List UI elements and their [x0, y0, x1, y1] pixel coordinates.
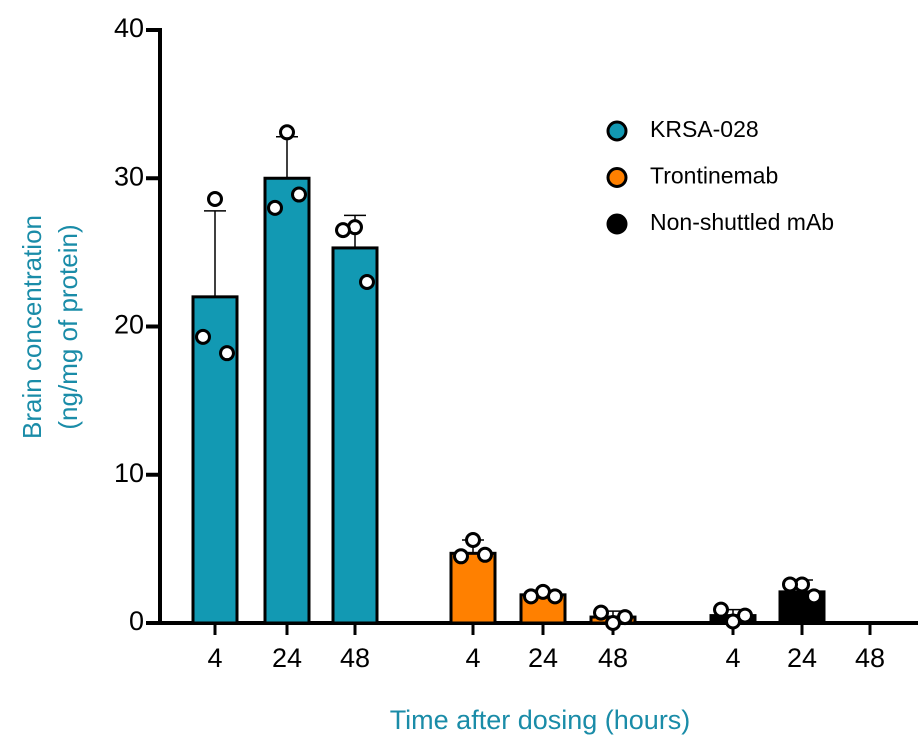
- data-point: [806, 588, 822, 605]
- bar: [331, 246, 379, 625]
- x-tick-label: 24: [528, 643, 558, 673]
- y-axis-title: Brain concentration: [17, 215, 47, 439]
- data-point: [465, 531, 481, 548]
- bar: [263, 176, 311, 625]
- data-point: [713, 601, 729, 618]
- data-point: [359, 274, 375, 291]
- x-tick-label: 48: [855, 643, 885, 673]
- data-point: [279, 124, 295, 141]
- data-point: [547, 588, 563, 605]
- data-point: [737, 607, 753, 624]
- x-tick-label: 48: [598, 643, 628, 673]
- bar: [449, 551, 497, 625]
- legend-label: KRSA-028: [650, 116, 759, 142]
- data-point: [725, 613, 741, 630]
- y-axis-title: (ng/mg of protein): [53, 224, 83, 429]
- x-tick-label: 24: [787, 643, 817, 673]
- y-tick-label: 0: [129, 606, 144, 636]
- legend-marker: [606, 213, 628, 235]
- data-point: [523, 588, 539, 605]
- y-tick-label: 20: [114, 310, 144, 340]
- x-axis-title: Time after dosing (hours): [390, 705, 691, 735]
- data-point: [195, 328, 211, 345]
- data-point: [453, 548, 469, 565]
- data-point: [782, 576, 798, 593]
- data-point: [335, 222, 351, 239]
- data-point: [291, 186, 307, 203]
- y-tick-label: 30: [114, 161, 144, 191]
- data-point: [593, 604, 609, 621]
- data-point: [617, 609, 633, 626]
- data-point: [219, 345, 235, 362]
- data-point: [477, 546, 493, 563]
- legend-label: Trontinemab: [650, 163, 778, 189]
- legend-marker: [606, 120, 628, 142]
- legend-label: Non-shuttled mAb: [650, 209, 834, 235]
- x-tick-label: 48: [340, 643, 370, 673]
- y-tick-label: 40: [114, 13, 144, 43]
- x-tick-label: 4: [725, 643, 740, 673]
- data-point: [605, 615, 621, 631]
- x-tick-label: 24: [272, 643, 302, 673]
- legend-marker: [606, 167, 628, 188]
- x-tick-label: 4: [207, 643, 222, 673]
- data-point: [267, 199, 283, 216]
- bar: [191, 295, 239, 625]
- x-tick-label: 4: [465, 643, 480, 673]
- data-point: [207, 191, 223, 208]
- y-tick-label: 10: [114, 458, 144, 488]
